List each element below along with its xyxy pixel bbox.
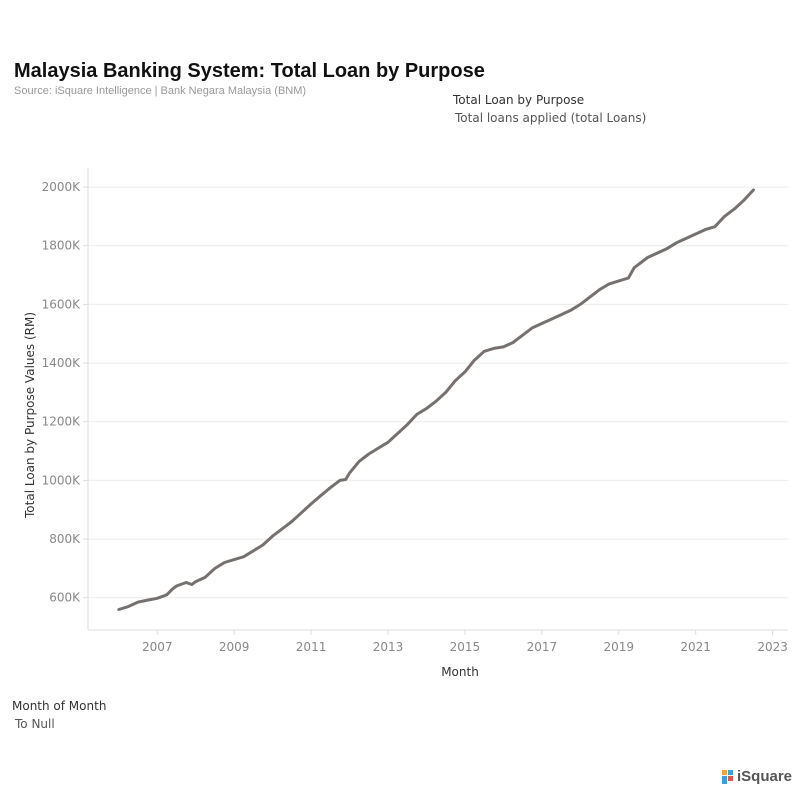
x-tick-label: 2009 (219, 640, 250, 654)
filter-title: Month of Month (12, 699, 107, 713)
x-axis-label: Month (441, 665, 479, 679)
x-tick-label: 2023 (757, 640, 788, 654)
axes (87, 168, 788, 631)
filter-value[interactable]: To Null (15, 717, 55, 731)
y-tick-label: 800K (49, 532, 81, 546)
grid-lines (88, 186, 788, 599)
y-tick-label: 1600K (42, 297, 82, 311)
legend-title: Total Loan by Purpose (453, 93, 585, 107)
x-axis-ticks: 2007 2009 2011 2013 2015 2017 2019 2021 2023 (142, 630, 788, 654)
series-layer (117, 188, 755, 611)
y-tick-label: 1400K (42, 356, 82, 370)
legend-item[interactable]: Total loans applied (total Loans) (455, 111, 647, 125)
y-tick-label: 1000K (42, 473, 82, 487)
x-tick-label: 2015 (450, 640, 481, 654)
isquare-logo-icon (722, 769, 733, 784)
y-tick-label: 1200K (42, 415, 82, 429)
x-tick-label: 2007 (142, 640, 173, 654)
y-axis-label: Total Loan by Purpose Values (RM) (23, 312, 37, 519)
x-tick-label: 2019 (603, 640, 634, 654)
series-line-total-loans[interactable] (117, 188, 755, 611)
y-tick-label: 2000K (42, 180, 82, 194)
x-tick-label: 2011 (296, 640, 327, 654)
y-axis-ticks: 600K 800K 1000K 1200K 1400K 1600K 1800K 2000K (42, 180, 88, 605)
chart-source: Source: iSquare Intelligence | Bank Nega… (14, 85, 307, 97)
x-tick-label: 2017 (527, 640, 558, 654)
y-tick-label: 1800K (42, 239, 82, 253)
chart-title: Malaysia Banking System: Total Loan by P… (14, 60, 485, 82)
x-tick-label: 2013 (373, 640, 404, 654)
brand-name: iSquare (737, 768, 793, 785)
brand-logo: iSquare (722, 768, 792, 785)
y-tick-label: 600K (49, 591, 81, 605)
x-tick-label: 2021 (680, 640, 711, 654)
